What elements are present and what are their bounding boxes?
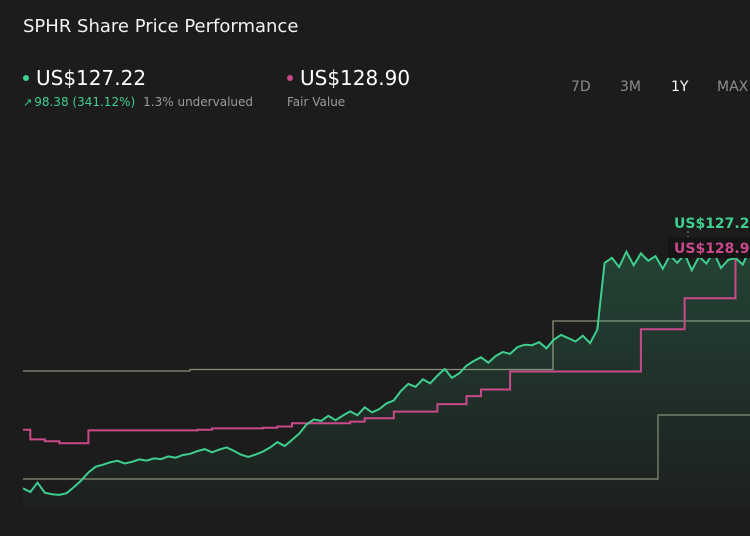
period-1y[interactable]: 1Y: [671, 79, 689, 95]
period-max[interactable]: MAX: [717, 79, 749, 95]
fair-value-label-bg: [668, 237, 750, 258]
current-price-block: US$127.22 ↗ 98.38 (341.12%) 1.3% underva…: [23, 66, 253, 109]
price-change-row: ↗ 98.38 (341.12%) 1.3% undervalued: [23, 95, 253, 109]
fair-value: US$128.90: [287, 66, 410, 90]
fair-value-block: US$128.90 Fair Value: [287, 66, 410, 109]
fair-value-amount: US$128.90: [300, 66, 411, 90]
fair-value-end-label: US$128.90: [674, 241, 750, 257]
fair-value-legend-dot: [287, 75, 293, 81]
period-3m[interactable]: 3M: [620, 79, 641, 95]
fair-value-label: Fair Value: [287, 95, 346, 109]
current-price: US$127.22: [23, 66, 253, 90]
period-7d[interactable]: 7D: [571, 79, 591, 95]
price-area-fill: [23, 248, 750, 510]
page-title: SPHR Share Price Performance: [23, 16, 299, 37]
current-price-value: US$127.22: [36, 66, 147, 90]
price-change-pct: (341.12%): [72, 95, 136, 109]
price-change-abs: 98.38: [34, 95, 69, 109]
valuation-note: 1.3% undervalued: [143, 95, 254, 109]
arrow-up-right-icon: ↗: [23, 95, 33, 109]
price-change: ↗ 98.38 (341.12%): [23, 95, 135, 109]
price-end-label: US$127.22: [674, 216, 750, 232]
fair-value-line: [23, 243, 750, 445]
price-legend-dot: [23, 75, 29, 81]
reference-band-upper: [23, 320, 750, 372]
period-selector: 7D 3M 1Y MAX: [560, 79, 750, 99]
share-price-line: [22, 248, 750, 496]
